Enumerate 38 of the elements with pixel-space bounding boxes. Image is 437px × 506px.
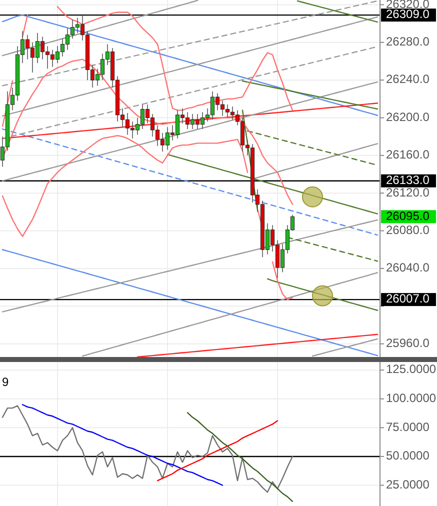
line-series [2, 58, 294, 206]
line-series [2, 405, 294, 493]
y-tick-label: 25.0000 [386, 477, 430, 492]
line-series [22, 404, 224, 486]
y-tick-label: 125.0000 [386, 362, 436, 376]
line-series [186, 412, 294, 502]
line-series [2, 128, 378, 236]
y-tick-label: 26240.0 [386, 72, 430, 86]
line-series [2, 0, 198, 56]
line-series [266, 278, 378, 311]
text: 26095.0 [386, 208, 430, 223]
y-tick-label: 50.0000 [386, 448, 430, 463]
ref-line-label: 26133.0 [386, 173, 430, 188]
y-tick-label: 25960.0 [386, 336, 430, 350]
y-tick-label: 26200.0 [386, 110, 430, 124]
y-tick-label: 26040.0 [386, 260, 430, 275]
line-series [296, 0, 378, 23]
y-tick-label: 26120.0 [386, 185, 430, 200]
line-series [252, 143, 378, 180]
line-series [166, 154, 378, 214]
line-series [242, 80, 378, 110]
y-tick-label: 26080.0 [386, 222, 430, 237]
ref-line-label: 26309.0 [386, 7, 430, 22]
annotation: 9 [2, 375, 9, 389]
line-series [2, 81, 378, 182]
line-series [156, 420, 278, 482]
line-series [136, 334, 378, 357]
line-series [2, 0, 378, 86]
line-series [2, 102, 378, 140]
y-tick-label: 75.0000 [386, 420, 430, 434]
line-series [312, 338, 378, 357]
y-tick-label: 26280.0 [386, 34, 430, 49]
ref-line-label: 26007.0 [386, 292, 430, 306]
line-series [82, 272, 378, 357]
y-tick-label: 100.0000 [386, 391, 436, 406]
y-tick-label: 26160.0 [386, 148, 430, 162]
line-series [2, 219, 378, 312]
line-series [2, 249, 378, 356]
